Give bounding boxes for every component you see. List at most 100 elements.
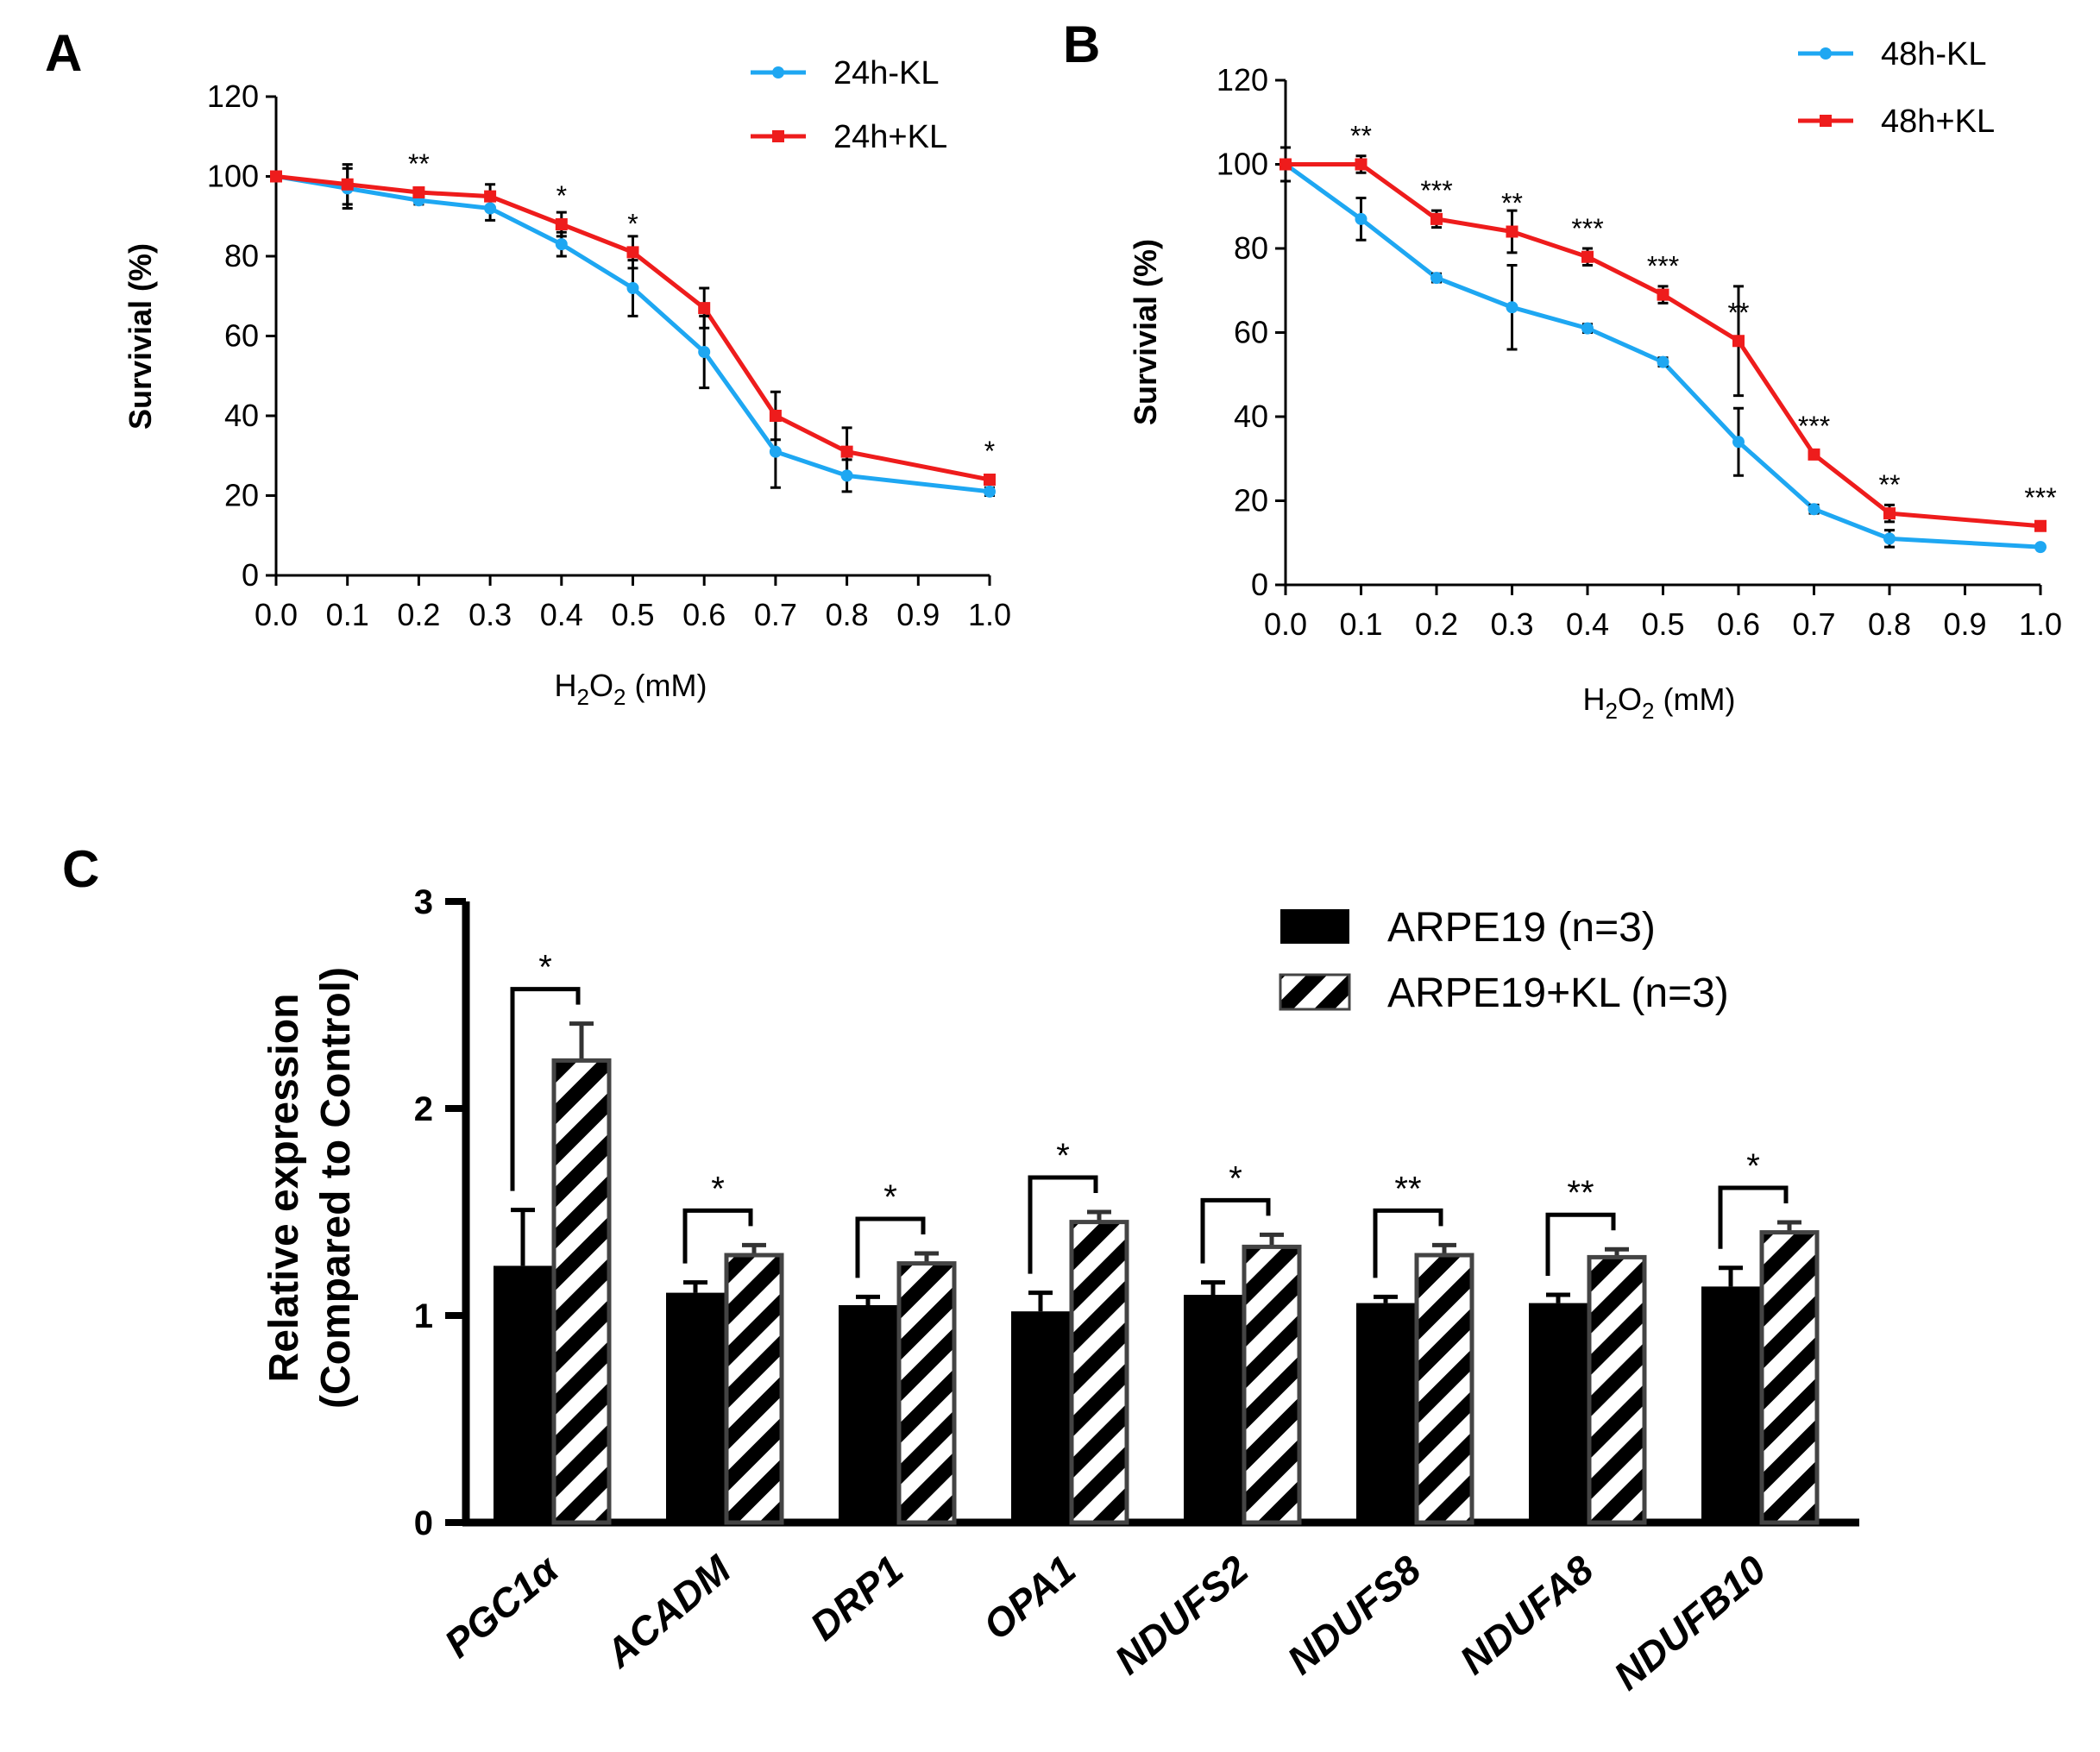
panel-c-bar-arpe19	[494, 1265, 552, 1523]
panel-b-point-plus-kl	[1732, 335, 1745, 348]
panel-a-x-tick-label: 0.8	[826, 597, 869, 632]
panel-c-significance-bracket	[1373, 1208, 1443, 1278]
panel-a-x-tick-label: 1.0	[968, 597, 1011, 632]
panel-a-point-minus-kl	[555, 238, 568, 251]
panel-c-significance-bracket	[1200, 1197, 1271, 1264]
panel-b-point-plus-kl	[1506, 225, 1518, 238]
panel-a-point-minus-kl	[769, 445, 782, 458]
panel-c-bars	[494, 1021, 1820, 1525]
legend-marker-48h-plus-kl	[1820, 115, 1832, 127]
panel-a-y-tick-label: 80	[224, 238, 259, 273]
panel-a-y-tick-label: 20	[224, 478, 259, 513]
panel-c-y-tick-label: 1	[414, 1297, 433, 1335]
panel-c-bar-arpe19-kl	[551, 1058, 612, 1525]
panel-c-significance-mark: **	[1394, 1170, 1421, 1208]
panel-b-point-plus-kl	[1808, 448, 1820, 461]
panel-b-point-minus-kl	[1657, 355, 1669, 368]
panel-b-y-tick-label: 120	[1217, 62, 1268, 97]
panel-b-x-tick-label: 0.0	[1264, 606, 1307, 642]
panel-a-series	[270, 163, 996, 498]
panel-c-gene-label: NDUFA8	[1451, 1547, 1602, 1683]
panel-b-significance-mark: ***	[1647, 251, 1679, 282]
panel-a-y-tick-label: 120	[207, 78, 259, 114]
panel-a-legend: 24h-KL 24h+KL	[751, 55, 947, 155]
panel-c-gene-labels: PGC1α ACADM DRP1 OPA1 NDUFS2 NDUFS8 NDUFA8 NDUF…	[436, 1545, 1775, 1699]
legend-label-24h-plus-kl: 24h+KL	[833, 119, 947, 155]
panel-b-x-tick-label: 0.4	[1566, 606, 1609, 642]
panel-a-point-plus-kl	[484, 190, 497, 203]
panel-a-point-plus-kl	[769, 410, 782, 422]
panel-c-bar-arpe19	[1356, 1303, 1415, 1523]
panel-b-significance-mark: **	[1728, 297, 1750, 328]
panel-a-x-tick-label: 0.5	[611, 597, 654, 632]
panel-a-x-tick-label: 0.6	[682, 597, 726, 632]
panel-a-point-plus-kl	[626, 246, 639, 259]
panel-c-significance-bracket	[855, 1216, 926, 1278]
panel-b-y-tick-label: 80	[1234, 230, 1268, 266]
panel-a-x-tick-label: 0.2	[397, 597, 440, 632]
panel-b-x-tick-label: 0.7	[1792, 606, 1835, 642]
panel-b-significance-mark: **	[1879, 469, 1901, 500]
panel-b-significance-mark: ***	[1571, 213, 1603, 244]
panel-c-bar-arpe19-kl	[1242, 1244, 1302, 1525]
panel-b-significance-mark: ***	[2024, 482, 2056, 513]
panel-b-x-tick-label: 0.8	[1868, 606, 1911, 642]
panel-b-point-plus-kl	[1657, 288, 1669, 301]
panel-a-line-plus-kl	[275, 174, 990, 482]
panel-c-significance-mark: *	[1746, 1147, 1760, 1185]
panel-c-significance-bracket	[1028, 1175, 1098, 1274]
panel-b-x-tick-label: 0.5	[1641, 606, 1684, 642]
panel-c-significance-mark: **	[1567, 1174, 1594, 1212]
panel-c-bar-arpe19-kl	[1587, 1254, 1647, 1525]
panel-b-significance-mark: **	[1350, 121, 1372, 152]
panel-c-gene-label: NDUFS8	[1279, 1547, 1430, 1683]
panel-c-ylabel-line1: Relative expression	[261, 994, 307, 1383]
panel-a-significance-mark: *	[984, 436, 995, 467]
panel-c-gene-label: NDUFB10	[1605, 1547, 1774, 1699]
panel-c-bar-arpe19	[839, 1305, 897, 1523]
panel-c-y-tick-label: 3	[414, 883, 433, 921]
panel-a-point-plus-kl	[698, 302, 711, 315]
panel-b-y-tick-label: 100	[1217, 147, 1268, 182]
panel-a-significance-mark: *	[627, 208, 638, 239]
panel-b-y-tick-label: 20	[1234, 483, 1268, 518]
panel-c-gene-label: DRP1	[802, 1547, 911, 1649]
panel-b-significance-mark: ***	[1420, 175, 1452, 206]
legend-label-48h-plus-kl: 48h+KL	[1881, 104, 1995, 140]
panel-letter-a: A	[45, 24, 82, 82]
legend-marker-24h-plus-kl	[772, 130, 784, 142]
panel-a-xlabel: H2O2 (mM)	[555, 668, 707, 710]
legend-swatch-arpe19	[1280, 909, 1349, 944]
panel-b-point-plus-kl	[1355, 158, 1368, 171]
panel-a-point-plus-kl	[840, 445, 853, 458]
panel-b-point-plus-kl	[1430, 212, 1443, 225]
panel-b-y-tick-label: 40	[1234, 399, 1268, 434]
panel-b-x-tick-label: 0.9	[1943, 606, 1986, 642]
panel-b-axes: 0 20 40 60 80 100 120 0.0 0.1 0.2 0.3 0.4 0.5 0.6 0.7 0…	[1217, 62, 2062, 642]
panel-c-significance-bracket	[682, 1208, 753, 1264]
panel-b-x-tick-label: 0.3	[1490, 606, 1533, 642]
legend-label-48h-minus-kl: 48h-KL	[1881, 36, 1987, 72]
panel-b-x-tick-label: 0.6	[1717, 606, 1760, 642]
panel-a-significance: *****	[408, 148, 995, 467]
panel-a-y-tick-label: 100	[207, 159, 259, 194]
panel-c-gene-label: PGC1α	[436, 1545, 568, 1666]
panel-a-point-plus-kl	[984, 474, 996, 486]
panel-b-x-tick-label: 0.2	[1415, 606, 1458, 642]
panel-c-gene-label: OPA1	[975, 1547, 1085, 1648]
panel-b-xlabel: H2O2 (mM)	[1583, 681, 1736, 724]
panel-b-point-plus-kl	[1279, 158, 1292, 171]
legend-swatch-arpe19-kl	[1279, 973, 1351, 1011]
legend-label-arpe19-kl: ARPE19+KL (n=3)	[1387, 970, 1729, 1016]
panel-b-chart: 0 20 40 60 80 100 120 0.0 0.1 0.2 0.3 0.4 0.5 0.6 0.7 0…	[1128, 36, 2062, 724]
panel-a-line-minus-kl	[275, 174, 990, 494]
panel-c-significance-mark: *	[883, 1178, 897, 1216]
panel-letter-b: B	[1063, 16, 1100, 73]
panel-b-point-minus-kl	[1581, 322, 1594, 335]
panel-b-x-tick-label: 0.1	[1339, 606, 1382, 642]
panel-c-legend: ARPE19 (n=3) ARPE19+KL (n=3)	[1279, 905, 1729, 1016]
panel-a-x-tick-label: 0.7	[754, 597, 797, 632]
panel-b-point-minus-kl	[1808, 503, 1820, 516]
panel-c-y-tick-label: 2	[414, 1090, 433, 1128]
